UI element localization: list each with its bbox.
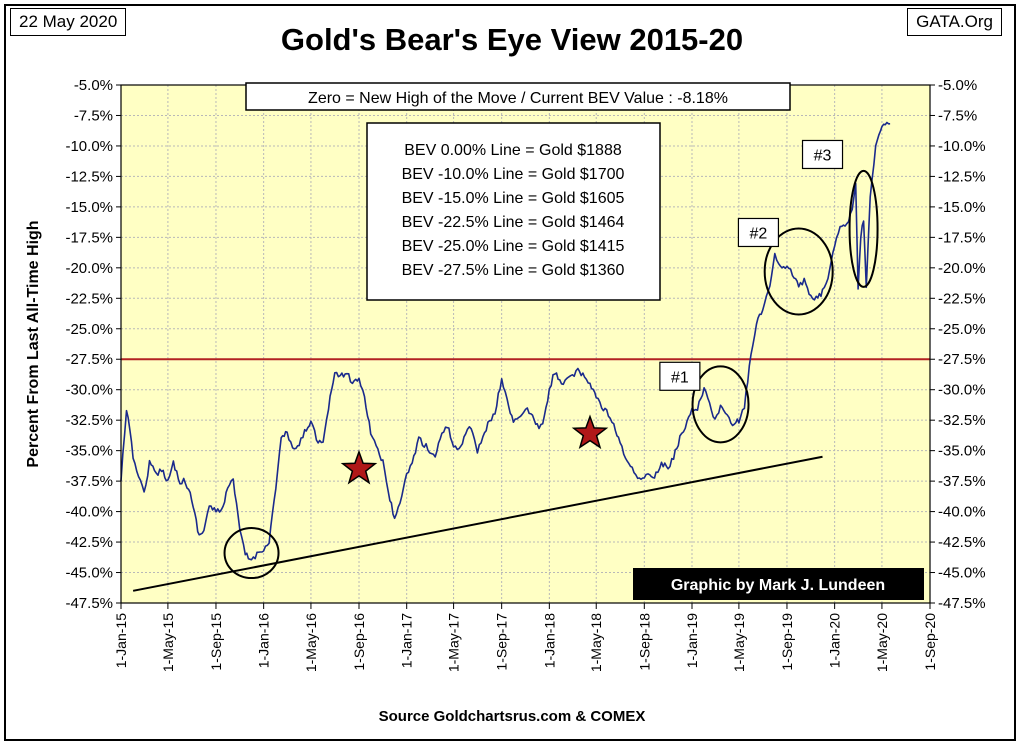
circle-label-box: [801, 139, 844, 170]
y-tick-label: -32.5%: [65, 412, 113, 429]
x-tick-label: 1-Jan-20: [827, 613, 843, 668]
y-tick-label: -40.0%: [65, 504, 113, 521]
site-label: GATA.Org: [907, 8, 1002, 36]
star-marker: [340, 449, 378, 485]
y-axis-label: Percent From Last All-Time High: [25, 220, 42, 467]
star-marker: [571, 414, 609, 450]
x-tick-label: 1-May-17: [446, 613, 462, 672]
y-tick-label: -30.0%: [65, 382, 113, 399]
y-tick-label-right: -37.5%: [938, 473, 986, 490]
x-tick-label: 1-Jan-17: [399, 613, 415, 668]
y-tick-label: -22.5%: [65, 290, 113, 307]
y-tick-label-right: -5.0%: [938, 77, 977, 94]
circle-label: #3: [814, 147, 832, 164]
x-tick-label: 1-Sep-15: [208, 613, 224, 671]
highlight-circle: [223, 527, 280, 580]
y-tick-label-right: -20.0%: [938, 260, 986, 277]
x-tick-label: 1-May-16: [303, 613, 319, 672]
y-tick-label-right: -12.5%: [938, 168, 986, 185]
date-label: 22 May 2020: [10, 8, 127, 36]
y-tick-label: -20.0%: [65, 260, 113, 277]
x-tick-label: 1-May-19: [731, 613, 747, 672]
y-tick-label: -42.5%: [65, 534, 113, 551]
y-tick-label: -17.5%: [65, 229, 113, 246]
y-tick-label-right: -10.0%: [938, 138, 986, 155]
credit-box: [633, 568, 924, 600]
info-box-line: BEV -22.5% Line = Gold $1464: [402, 214, 625, 231]
y-tick-label: -27.5%: [65, 351, 113, 368]
x-tick-label: 1-Jan-18: [541, 613, 557, 668]
y-tick-label: -45.0%: [65, 565, 113, 582]
axes: -5.0% -5.0% -7.5% -7.5% -10.0% -10.0% -12.5% -1…: [25, 77, 986, 672]
x-tick-label: 1-Jan-19: [684, 613, 700, 668]
y-tick-label: -37.5%: [65, 473, 113, 490]
y-tick-label-right: -45.0%: [938, 565, 986, 582]
y-tick-label: -5.0%: [74, 77, 113, 94]
x-tick-label: 1-Sep-20: [922, 613, 938, 671]
info-boxes: Zero = New High of the Move / Current BE…: [245, 82, 924, 600]
info-box-line: BEV -25.0% Line = Gold $1415: [402, 238, 625, 255]
annotations-layer: #1 #2 #3: [223, 139, 879, 580]
reference-lines: [121, 358, 930, 592]
x-tick-label: 1-Sep-18: [636, 613, 652, 671]
highlight-circle: [848, 169, 879, 288]
y-tick-label: -25.0%: [65, 321, 113, 338]
y-tick-label-right: -42.5%: [938, 534, 986, 551]
source-note: Source Goldchartsrus.com & COMEX: [378, 708, 646, 725]
circle-label: #2: [750, 225, 768, 242]
highlight-circle: [763, 227, 834, 316]
y-tick-label-right: -32.5%: [938, 412, 986, 429]
info-box-line: BEV -10.0% Line = Gold $1700: [402, 166, 625, 183]
y-tick-label: -15.0%: [65, 199, 113, 216]
y-tick-label-right: -27.5%: [938, 351, 986, 368]
circle-label-box: [659, 361, 701, 391]
x-tick-label: 1-Sep-16: [351, 613, 367, 671]
y-tick-label: -12.5%: [65, 168, 113, 185]
y-tick-label-right: -40.0%: [938, 504, 986, 521]
info-box: [366, 122, 661, 301]
y-tick-label-right: -17.5%: [938, 229, 986, 246]
y-tick-label: -10.0%: [65, 138, 113, 155]
series-layer: [120, 121, 891, 561]
gold-bev-line: [120, 121, 891, 561]
y-tick-label-right: -7.5%: [938, 107, 977, 124]
y-tick-label: -35.0%: [65, 443, 113, 460]
y-tick-label-right: -47.5%: [938, 595, 986, 612]
y-tick-label-right: -15.0%: [938, 199, 986, 216]
chart-title: Gold's Bear's Eye View 2015-20: [280, 22, 744, 57]
subtitle-text: Zero = New High of the Move / Current BE…: [308, 90, 728, 107]
x-tick-label: 1-Jan-16: [256, 613, 272, 668]
circle-label: #1: [671, 369, 689, 386]
y-tick-label: -7.5%: [74, 107, 113, 124]
credit-text: Graphic by Mark J. Lundeen: [671, 577, 885, 594]
y-tick-label-right: -35.0%: [938, 443, 986, 460]
info-box-line: BEV 0.00% Line = Gold $1888: [404, 142, 622, 159]
y-tick-label: -47.5%: [65, 595, 113, 612]
info-box-line: BEV -27.5% Line = Gold $1360: [402, 262, 625, 279]
y-tick-label-right: -30.0%: [938, 382, 986, 399]
circle-label-box: [737, 217, 780, 248]
x-tick-label: 1-May-20: [874, 613, 890, 672]
x-tick-label: 1-May-15: [160, 613, 176, 672]
x-tick-label: 1-Sep-19: [779, 613, 795, 671]
highlight-circle: [691, 365, 750, 444]
y-tick-label-right: -25.0%: [938, 321, 986, 338]
info-box-line: BEV -15.0% Line = Gold $1605: [402, 190, 625, 207]
x-tick-label: 1-May-18: [588, 613, 604, 672]
y-tick-label-right: -22.5%: [938, 290, 986, 307]
x-tick-label: 1-Jan-15: [113, 613, 129, 668]
x-tick-label: 1-Sep-17: [494, 613, 510, 671]
trend-line: [132, 455, 823, 592]
subtitle-box: [245, 82, 791, 111]
